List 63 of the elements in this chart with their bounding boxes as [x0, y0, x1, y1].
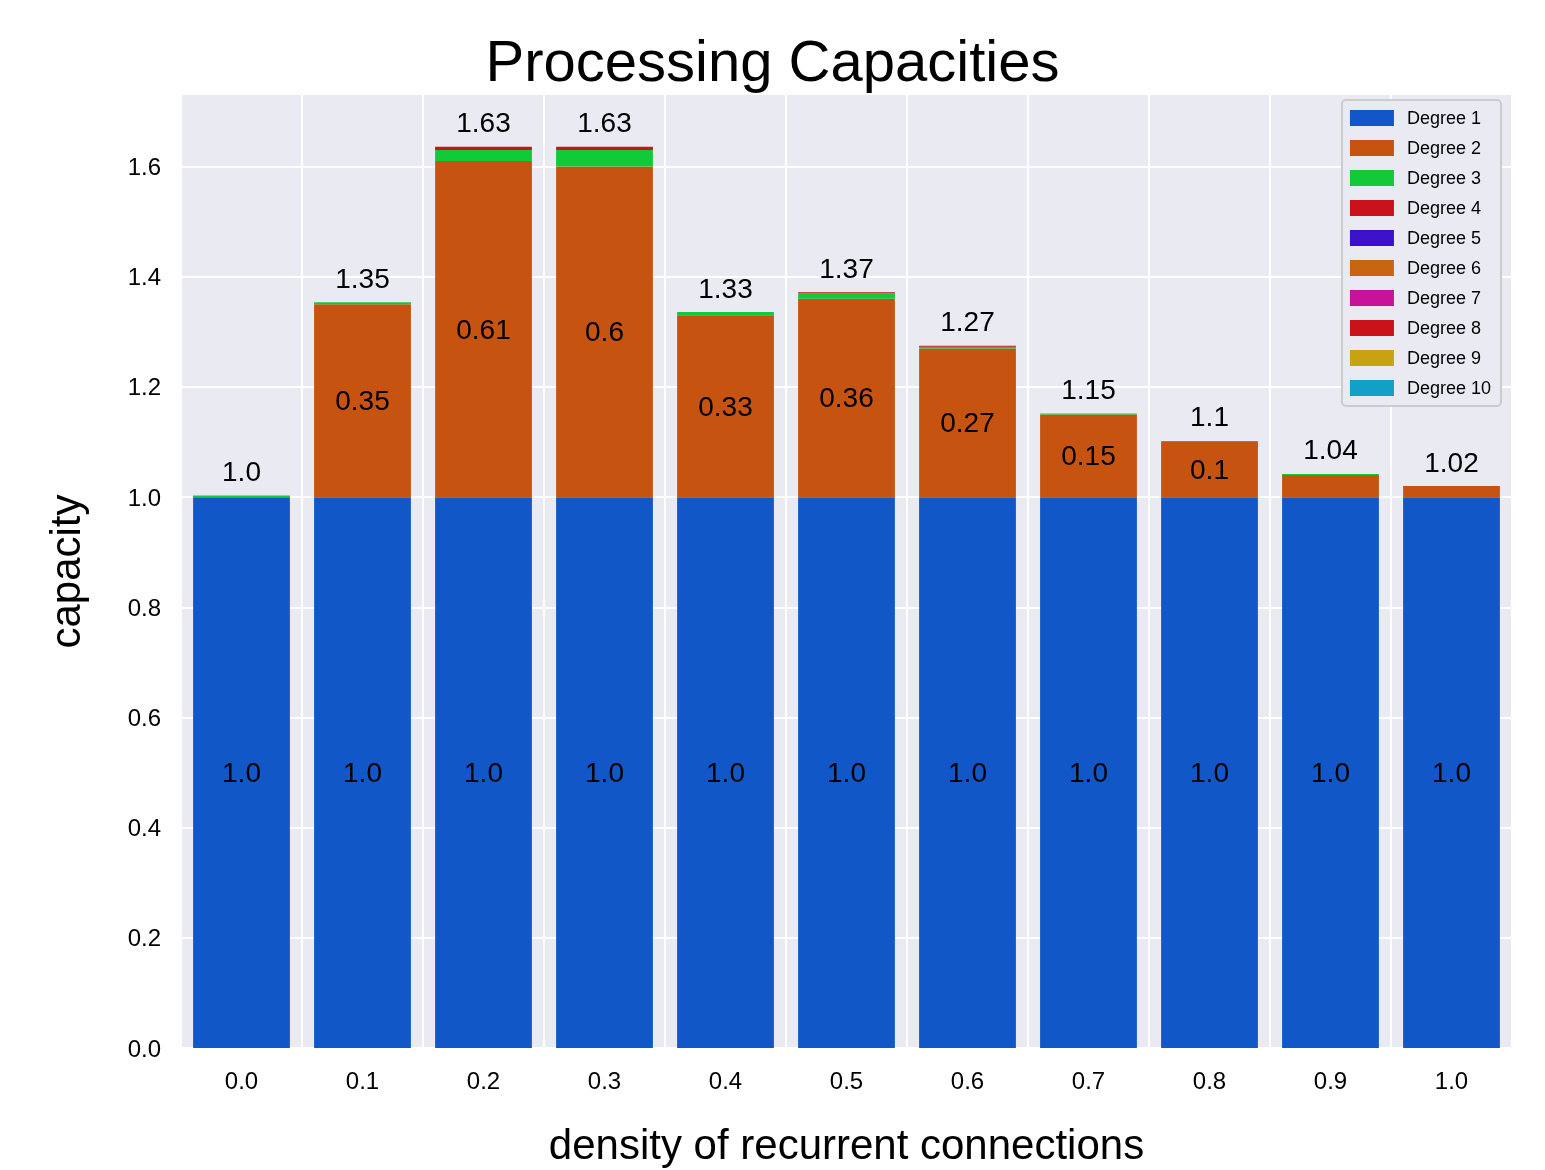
data-label: 0.1 — [1190, 454, 1229, 486]
y-tick-label: 0.8 — [127, 593, 161, 621]
x-tick-label: 0.8 — [1192, 1066, 1227, 1094]
data-label: 1.0 — [585, 757, 624, 789]
data-label: 0.15 — [1061, 440, 1116, 472]
y-tick-label: 1.6 — [127, 153, 161, 181]
legend-label: Degree 4 — [1406, 198, 1481, 218]
data-label: 1.0 — [1311, 757, 1350, 789]
data-label: 0.35 — [335, 385, 390, 417]
total-label: 1.0 — [222, 455, 261, 487]
data-label: 1.0 — [464, 757, 503, 789]
x-tick-label: 0.0 — [224, 1066, 259, 1094]
y-tick-label: 1.4 — [127, 263, 161, 291]
data-label: 0.27 — [940, 407, 995, 439]
total-label: 1.02 — [1424, 446, 1479, 478]
y-tick-label: 0.0 — [127, 1034, 161, 1062]
y-axis-title: capacity — [41, 494, 89, 649]
total-label: 1.04 — [1303, 434, 1358, 466]
x-tick-label: 0.5 — [829, 1066, 864, 1094]
x-tick-label: 0.7 — [1071, 1066, 1106, 1094]
data-label: 1.0 — [1432, 757, 1471, 789]
x-tick-label: 0.9 — [1313, 1066, 1348, 1094]
total-label: 1.33 — [698, 272, 753, 304]
data-label: 0.33 — [698, 390, 753, 422]
total-label: 1.37 — [819, 252, 874, 284]
legend-label: Degree 8 — [1406, 318, 1481, 338]
x-tick-label: 0.3 — [587, 1066, 622, 1094]
y-tick-label: 0.4 — [127, 814, 161, 842]
y-tick-label: 0.2 — [127, 924, 161, 952]
x-tick-label: 0.2 — [466, 1066, 501, 1094]
data-label: 1.0 — [222, 757, 261, 789]
legend-label: Degree 10 — [1406, 378, 1491, 398]
y-tick-label: 1.2 — [127, 373, 161, 401]
total-label: 1.1 — [1190, 401, 1229, 433]
data-label: 0.6 — [585, 316, 624, 348]
total-label: 1.63 — [456, 107, 511, 139]
data-label: 0.36 — [819, 382, 874, 414]
y-tick-label: 1.0 — [127, 483, 161, 511]
total-label: 1.15 — [1061, 373, 1116, 405]
legend-label: Degree 3 — [1406, 168, 1481, 188]
total-label: 1.63 — [577, 107, 632, 139]
data-label: 1.0 — [1190, 757, 1229, 789]
x-tick-label: 1.0 — [1434, 1066, 1469, 1094]
legend-label: Degree 5 — [1406, 228, 1481, 248]
x-axis-title: density of recurrent connections — [548, 1120, 1145, 1168]
legend-label: Degree 2 — [1406, 138, 1481, 158]
data-label: 1.0 — [1069, 757, 1108, 789]
data-label: 1.0 — [706, 757, 745, 789]
legend-label: Degree 9 — [1406, 348, 1481, 368]
x-tick-label: 0.4 — [708, 1066, 743, 1094]
legend-label: Degree 7 — [1406, 288, 1481, 308]
legend-label: Degree 6 — [1406, 258, 1481, 278]
data-label: 1.0 — [343, 757, 382, 789]
legend-label: Degree 1 — [1406, 108, 1481, 128]
data-label: 0.61 — [456, 313, 511, 345]
x-tick-label: 0.1 — [345, 1066, 380, 1094]
data-label: 1.0 — [827, 757, 866, 789]
y-tick-label: 0.6 — [127, 703, 161, 731]
total-label: 1.35 — [335, 262, 390, 294]
chart-title: Processing Capacities — [485, 27, 1060, 93]
x-tick-label: 0.6 — [950, 1066, 985, 1094]
data-label: 1.0 — [948, 757, 987, 789]
total-label: 1.27 — [940, 306, 995, 338]
